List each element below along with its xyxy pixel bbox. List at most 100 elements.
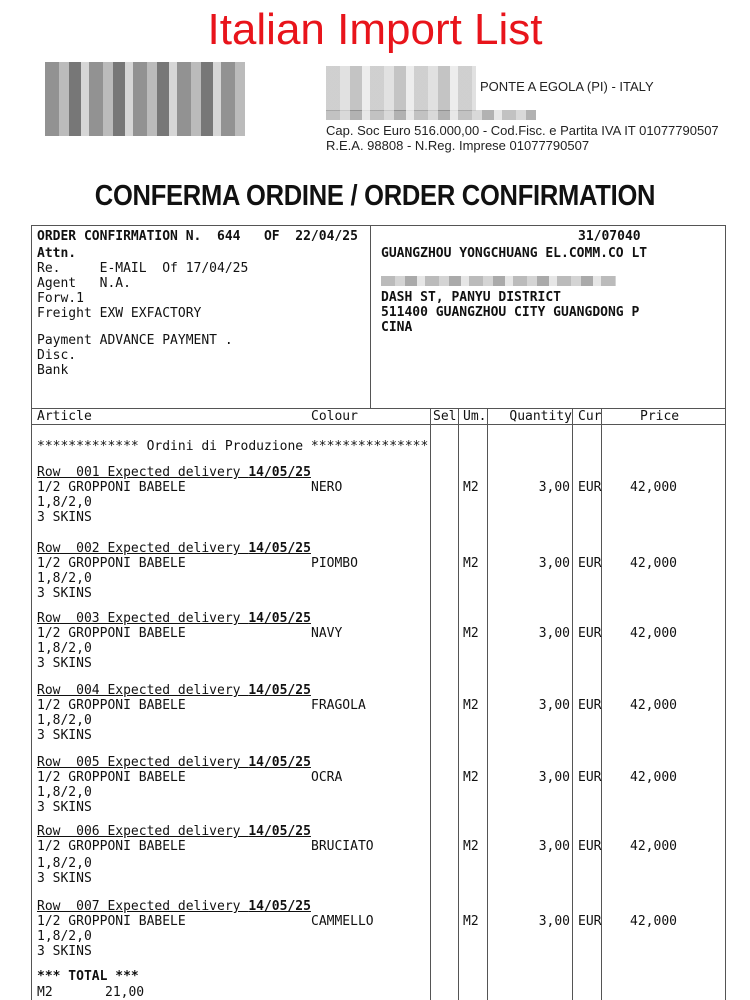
col-um: Um. [463, 409, 487, 424]
customer-street: DASH ST, PANYU DISTRICT [381, 290, 562, 305]
col-line [572, 408, 573, 1000]
customer-name: GUANGZHOU YONGCHUANG EL.COMM.CO LT [381, 246, 648, 261]
row-price: 42,000 [630, 556, 677, 571]
row-label: Row 005 Expected delivery [37, 755, 249, 770]
colhead-top [31, 408, 726, 409]
col-cur: Cur [578, 409, 602, 424]
row-skins: 3 SKINS [37, 944, 92, 959]
row-um: M2 [463, 839, 479, 854]
company-capital: Cap. Soc Euro 516.000,00 - Cod.Fisc. e P… [326, 123, 719, 138]
company-address-redacted [326, 110, 536, 120]
row-delivery-line: Row 004 Expected delivery 14/05/25 [37, 683, 311, 698]
row-delivery-date: 14/05/25 [248, 683, 311, 698]
row-label: Row 002 Expected delivery [37, 541, 249, 556]
row-spec: 1,8/2,0 [37, 929, 92, 944]
row-label: Row 004 Expected delivery [37, 683, 249, 698]
col-colour: Colour [311, 409, 358, 424]
row-delivery-date: 14/05/25 [248, 541, 311, 556]
row-currency: EUR [578, 556, 602, 571]
row-delivery-line: Row 001 Expected delivery 14/05/25 [37, 465, 311, 480]
row-quantity: 3,00 [538, 839, 570, 854]
row-um: M2 [463, 626, 479, 641]
total-value: 21,00 [105, 985, 145, 1000]
row-quantity: 3,00 [538, 480, 570, 495]
row-spec: 1,8/2,0 [37, 856, 92, 871]
colhead-bottom [31, 424, 726, 425]
re: Re. E-MAIL Of 17/04/25 [37, 261, 249, 276]
row-price: 42,000 [630, 914, 677, 929]
freight: Freight EXW EXFACTORY [37, 306, 202, 321]
row-delivery-line: Row 005 Expected delivery 14/05/25 [37, 755, 311, 770]
row-delivery-line: Row 006 Expected delivery 14/05/25 [37, 824, 311, 839]
company-city: PONTE A EGOLA (PI) - ITALY [480, 79, 654, 94]
company-name-redacted [326, 66, 476, 111]
col-article: Article [37, 409, 92, 424]
row-delivery-line: Row 007 Expected delivery 14/05/25 [37, 899, 311, 914]
row-colour: BRUCIATO [311, 839, 374, 854]
row-spec: 1,8/2,0 [37, 713, 92, 728]
row-um: M2 [463, 556, 479, 571]
row-article: 1/2 GROPPONI BABELE [37, 839, 186, 854]
total-um: M2 [37, 985, 53, 1000]
row-price: 42,000 [630, 698, 677, 713]
row-price: 42,000 [630, 626, 677, 641]
row-um: M2 [463, 770, 479, 785]
row-currency: EUR [578, 839, 602, 854]
col-line [430, 408, 431, 1000]
forw: Forw.1 [37, 291, 84, 306]
row-skins: 3 SKINS [37, 800, 92, 815]
company-logo-redacted [45, 62, 245, 136]
row-skins: 3 SKINS [37, 871, 92, 886]
row-skins: 3 SKINS [37, 656, 92, 671]
row-um: M2 [463, 698, 479, 713]
row-delivery-line: Row 002 Expected delivery 14/05/25 [37, 541, 311, 556]
row-article: 1/2 GROPPONI BABELE [37, 480, 186, 495]
section-title: ************* Ordini di Produzione *****… [37, 439, 429, 454]
col-line [601, 408, 602, 1000]
row-delivery-date: 14/05/25 [248, 465, 311, 480]
row-colour: NERO [311, 480, 343, 495]
row-price: 42,000 [630, 480, 677, 495]
row-um: M2 [463, 914, 479, 929]
row-skins: 3 SKINS [37, 510, 92, 525]
row-spec: 1,8/2,0 [37, 641, 92, 656]
row-label: Row 006 Expected delivery [37, 824, 249, 839]
row-spec: 1,8/2,0 [37, 495, 92, 510]
customer-address-redacted [381, 276, 616, 286]
col-quantity: Quantity [509, 409, 572, 424]
row-article: 1/2 GROPPONI BABELE [37, 914, 186, 929]
customer-code: 31/07040 [578, 229, 641, 244]
row-colour: CAMMELLO [311, 914, 374, 929]
payment: Payment ADVANCE PAYMENT . [37, 333, 233, 348]
frame-left [31, 225, 32, 1000]
row-currency: EUR [578, 770, 602, 785]
col-line [487, 408, 488, 1000]
row-currency: EUR [578, 480, 602, 495]
frame-right [725, 225, 726, 1000]
col-line [458, 408, 459, 1000]
row-delivery-date: 14/05/25 [248, 611, 311, 626]
row-currency: EUR [578, 698, 602, 713]
col-sel: Sel [433, 409, 457, 424]
total-label: *** TOTAL *** [37, 969, 139, 984]
row-currency: EUR [578, 626, 602, 641]
row-price: 42,000 [630, 839, 677, 854]
row-colour: FRAGOLA [311, 698, 366, 713]
row-currency: EUR [578, 914, 602, 929]
bank: Bank [37, 363, 69, 378]
col-price: Price [640, 409, 680, 424]
order-header: ORDER CONFIRMATION N. 644 OF 22/04/25 [37, 229, 358, 244]
banner-title: Italian Import List [207, 5, 543, 54]
row-delivery-date: 14/05/25 [248, 899, 311, 914]
agent: Agent N.A. [37, 276, 131, 291]
row-spec: 1,8/2,0 [37, 785, 92, 800]
row-label: Row 001 Expected delivery [37, 465, 249, 480]
row-label: Row 007 Expected delivery [37, 899, 249, 914]
customer-city: 511400 GUANGZHOU CITY GUANGDONG P [381, 305, 640, 320]
row-article: 1/2 GROPPONI BABELE [37, 770, 186, 785]
row-label: Row 003 Expected delivery [37, 611, 249, 626]
company-rea: R.E.A. 98808 - N.Reg. Imprese 0107779050… [326, 138, 590, 153]
attn: Attn. [37, 246, 77, 261]
row-article: 1/2 GROPPONI BABELE [37, 626, 186, 641]
row-colour: PIOMBO [311, 556, 358, 571]
